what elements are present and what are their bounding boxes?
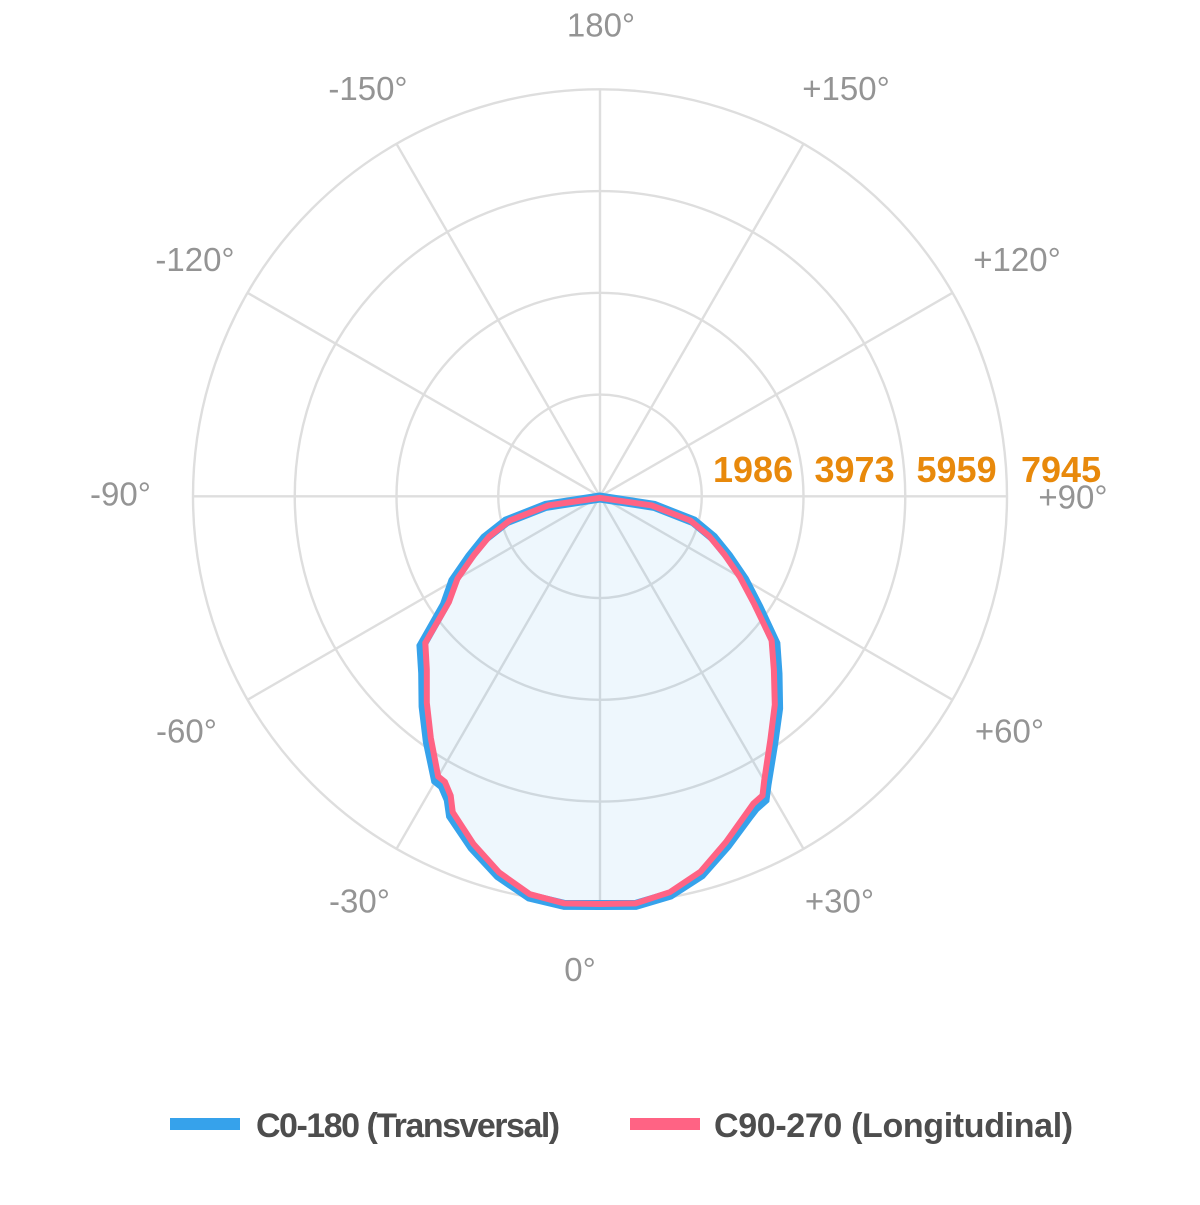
svg-text:7945: 7945: [1021, 449, 1101, 490]
svg-text:+120°: +120°: [973, 241, 1061, 278]
svg-text:-60°: -60°: [156, 713, 217, 750]
svg-text:+60°: +60°: [975, 713, 1044, 750]
svg-text:-30°: -30°: [329, 883, 390, 920]
svg-text:C90-270 (Longitudinal): C90-270 (Longitudinal): [714, 1107, 1073, 1145]
svg-text:-120°: -120°: [155, 241, 234, 278]
svg-text:5959: 5959: [917, 449, 997, 490]
svg-text:+30°: +30°: [805, 883, 874, 920]
svg-text:+90°: +90°: [1038, 479, 1107, 516]
svg-text:180°: 180°: [567, 7, 635, 44]
svg-text:C0-180 (Transversal): C0-180 (Transversal): [256, 1107, 559, 1145]
svg-text:1986: 1986: [713, 449, 793, 490]
svg-text:-150°: -150°: [328, 70, 407, 107]
svg-text:0°: 0°: [564, 951, 596, 988]
svg-text:+150°: +150°: [802, 70, 890, 107]
svg-text:-90°: -90°: [90, 476, 151, 513]
svg-text:3973: 3973: [815, 449, 895, 490]
